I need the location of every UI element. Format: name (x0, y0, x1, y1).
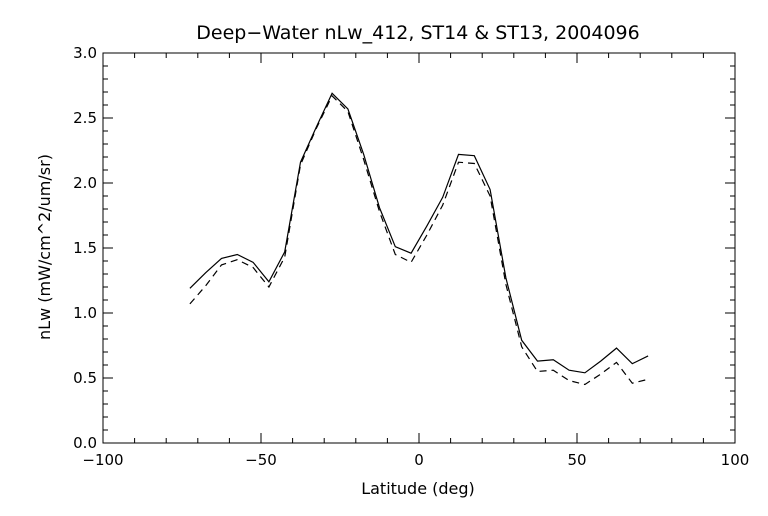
x-tick-label: 50 (567, 451, 586, 469)
ticks (102, 52, 736, 444)
x-axis-label: Latitude (deg) (361, 479, 475, 498)
y-axis-label: nLw (mW/cm^2/um/sr) (35, 154, 54, 340)
y-tick-label: 2.0 (73, 174, 97, 192)
x-tick-label: 0 (414, 451, 424, 469)
y-tick-label: 2.5 (73, 109, 97, 127)
x-tick-label: 100 (721, 451, 750, 469)
series-layer (189, 92, 649, 386)
y-tick-label: 1.5 (73, 239, 97, 257)
series-line-solid (189, 92, 649, 374)
y-tick-label: 0.5 (73, 369, 97, 387)
tick-labels: −100 −50 0 50 100 0.0 0.5 1.0 1.5 2.0 2.5 3.0 (73, 44, 749, 469)
y-tick-label: 1.0 (73, 304, 97, 322)
x-tick-label: −100 (82, 451, 123, 469)
y-tick-label: 0.0 (73, 434, 97, 452)
series-line-dashed (189, 94, 649, 386)
y-tick-label: 3.0 (73, 44, 97, 62)
chart-title: Deep−Water nLw_412, ST14 & ST13, 2004096 (196, 22, 640, 44)
x-tick-label: −50 (245, 451, 277, 469)
